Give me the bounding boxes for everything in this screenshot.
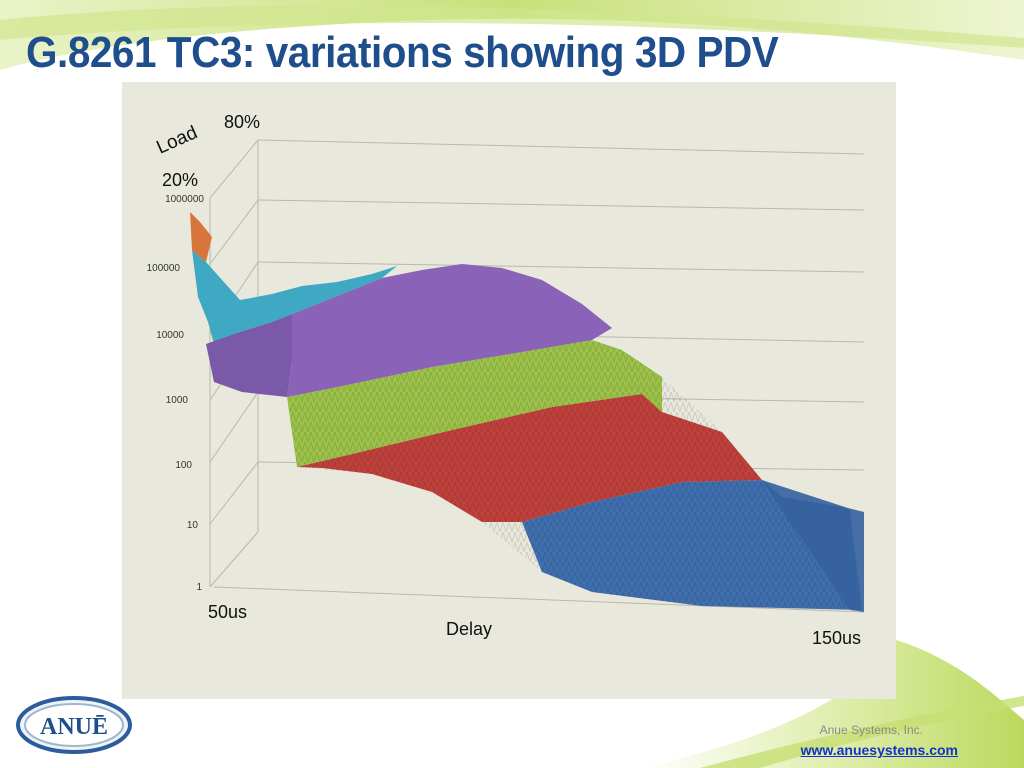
surface-band-purple (287, 264, 612, 397)
logo-text: ANUĒ (40, 714, 108, 740)
z-tick: 10 (187, 520, 199, 531)
surface-band-orange (190, 212, 212, 262)
company-name: Anue Systems, Inc. (819, 723, 923, 737)
surface-band-cyan (192, 250, 397, 344)
x-axis-label: Delay (446, 619, 492, 639)
surface-base-floor (762, 480, 864, 612)
load-tick-label: 20% (162, 170, 198, 190)
pdv-3d-surface-chart: 1000000 100000 10000 1000 100 10 1 Load … (147, 112, 865, 648)
surface-band-purple-low (206, 314, 292, 397)
z-tick: 100 (175, 460, 192, 471)
x-tick-label: 150us (812, 628, 861, 648)
chart-panel: 1000000 100000 10000 1000 100 10 1 Load … (122, 82, 896, 699)
z-axis: 1000000 100000 10000 1000 100 10 1 (147, 194, 205, 593)
surface (190, 212, 864, 612)
load-tick-label: 80% (224, 112, 260, 132)
surface-noise-texture (287, 340, 862, 610)
z-tick: 10000 (156, 330, 184, 341)
z-tick: 1000000 (165, 194, 204, 205)
z-tick: 100000 (147, 263, 181, 274)
slide-title: G.8261 TC3: variations showing 3D PDV (26, 28, 779, 77)
z-tick: 1000 (166, 395, 189, 406)
company-website-link[interactable]: www.anuesystems.com (800, 742, 958, 758)
anue-logo: ANUĒ (16, 696, 132, 754)
load-axis-label: Load (153, 122, 200, 158)
z-tick: 1 (196, 582, 202, 593)
x-tick-label: 50us (208, 602, 247, 622)
